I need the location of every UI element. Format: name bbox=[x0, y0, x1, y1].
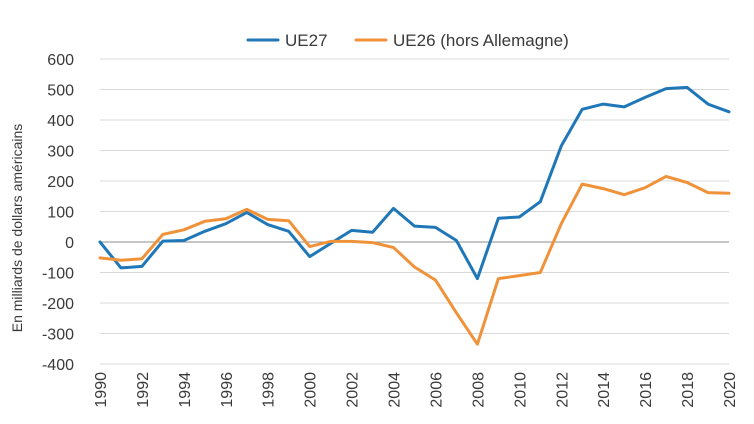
y-tick-label: -300 bbox=[42, 327, 74, 344]
y-tick-label: 100 bbox=[47, 205, 74, 222]
y-tick-label: -200 bbox=[42, 296, 74, 313]
x-tick-label: 1998 bbox=[261, 372, 278, 408]
x-tick-label: 1990 bbox=[93, 372, 110, 408]
series-line-ue27 bbox=[98, 85, 731, 281]
series-line-ue26 bbox=[98, 174, 731, 346]
y-tick-label: -100 bbox=[42, 266, 74, 283]
legend-label: UE26 (hors Allemagne) bbox=[393, 31, 569, 50]
x-tick-label: 2008 bbox=[470, 372, 487, 408]
series-lines bbox=[98, 85, 731, 346]
y-tick-label: 600 bbox=[47, 52, 74, 69]
y-tick-label: 500 bbox=[47, 83, 74, 100]
x-tick-label: 2018 bbox=[680, 372, 697, 408]
y-axis-ticks: 600 500 400 300 200 100 0 -100 -200 -300 -400 bbox=[42, 52, 74, 374]
x-tick-label: 2000 bbox=[303, 372, 320, 408]
x-tick-label: 2012 bbox=[554, 372, 571, 408]
x-axis-ticks: 1990 1992 1994 1996 1998 2000 2002 2004 2006 2008… bbox=[93, 372, 739, 408]
x-tick-label: 2010 bbox=[512, 372, 529, 408]
x-tick-label: 2002 bbox=[345, 372, 362, 408]
y-tick-label: 200 bbox=[47, 174, 74, 191]
x-tick-label: 2016 bbox=[638, 372, 655, 408]
legend: UE27 UE26 (hors Allemagne) bbox=[246, 31, 569, 50]
y-axis-label: En milliards de dollars américains bbox=[9, 124, 25, 333]
gridlines bbox=[100, 58, 729, 365]
x-tick-label: 1996 bbox=[219, 372, 236, 408]
x-tick-label: 2004 bbox=[387, 372, 404, 408]
y-tick-label: 300 bbox=[47, 144, 74, 161]
x-tick-label: 1994 bbox=[177, 372, 194, 408]
x-tick-label: 1992 bbox=[135, 372, 152, 408]
y-tick-label: 0 bbox=[65, 235, 74, 252]
x-tick-label: 2020 bbox=[722, 372, 739, 408]
y-tick-label: 400 bbox=[47, 113, 74, 130]
x-tick-label: 2014 bbox=[596, 372, 613, 408]
legend-label: UE27 bbox=[285, 31, 328, 50]
y-tick-label: -400 bbox=[42, 357, 74, 374]
x-tick-label: 2006 bbox=[428, 372, 445, 408]
